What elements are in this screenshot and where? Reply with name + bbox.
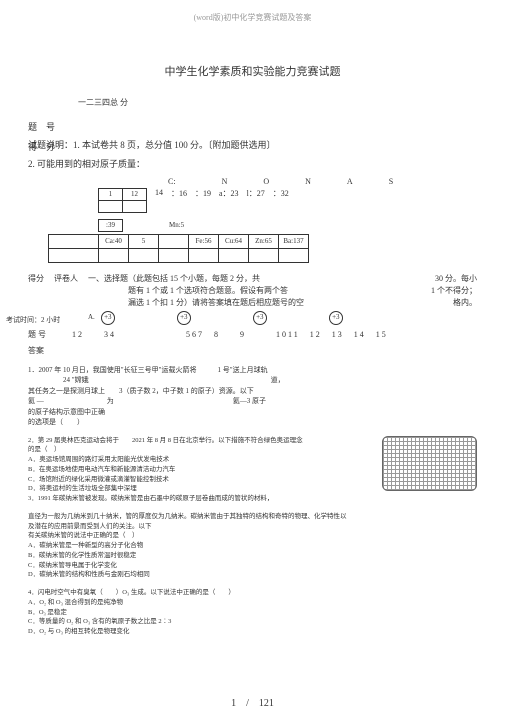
score-table: 一 二 三 四 总 分 bbox=[78, 97, 128, 108]
instruction-1: 试题说明：1. 本试卷共 8 页，总分值 100 分。〔附加题供选用〕 bbox=[28, 138, 477, 153]
q3-c: C．碳纳米管导电属于化学变化 bbox=[28, 561, 477, 571]
p1-side3: 格内。 bbox=[453, 297, 477, 309]
b0: 14 bbox=[155, 188, 163, 199]
q1-t1: 1．2007 年 10 月日，我国使用"长征三号甲"运载火箭将 1 号"送上月球… bbox=[28, 365, 477, 376]
a5: S bbox=[389, 177, 393, 186]
bubble-b: +3 bbox=[177, 311, 191, 325]
a2: O bbox=[263, 177, 269, 186]
small-table-1: 112 bbox=[98, 188, 147, 213]
small-table-2: :39 bbox=[98, 219, 123, 232]
q1-t4: 的原子结构示意图中正确 bbox=[28, 407, 477, 418]
section-1: 得分 评卷人 一、选择题（此题包括 15 个小题，每题 2 分，共 30 分。每… bbox=[28, 273, 477, 357]
l5: Ba:137 bbox=[279, 234, 309, 248]
page-number: 1 / 121 bbox=[0, 694, 505, 709]
a3: N bbox=[305, 177, 311, 186]
tihao2: 题号 bbox=[28, 330, 48, 339]
q2-b: B．在奥运场地使用电动汽车和新能源清洁动力汽车 bbox=[28, 465, 376, 475]
bubble-d: +3 bbox=[329, 311, 343, 325]
p1-side2: 1 个不得分； bbox=[431, 285, 477, 297]
l0: Ca:40 bbox=[99, 234, 129, 248]
q1-t3: 氦 — 为 氦—3 原子 bbox=[28, 396, 477, 407]
l3: Cu:64 bbox=[219, 234, 249, 248]
q1-t5: 的选项是（ ） bbox=[28, 417, 477, 428]
a4: A bbox=[347, 177, 353, 186]
s00: 1 bbox=[99, 188, 123, 200]
optA: A. bbox=[88, 312, 95, 323]
q3-l2: 直径为一般为几纳米到几十纳米，管的厚度仅为几纳米。碳纳米管由于其独特的结构和奇特… bbox=[28, 512, 477, 522]
b2: ：19 bbox=[195, 188, 211, 199]
q2-l0: 2．第 29 届奥林匹克运动会将于 2021 年 8 月 8 日在北京举行。以下… bbox=[28, 436, 376, 446]
q3-l3: 及潜在的应用前景而受到人们的关注。以下 bbox=[28, 522, 477, 532]
q3-d: D．碳纳米管的结构和性质与金刚石均相同 bbox=[28, 570, 477, 580]
p1-defen: 得分 bbox=[28, 273, 44, 285]
p1-side: 30 分。每小 bbox=[435, 273, 477, 285]
p1-sub1: 题有 1 个或 1 个选项符合题意。假设有两个答 bbox=[128, 286, 288, 295]
tihao-label: 题 号 bbox=[28, 122, 55, 132]
b1: ：16 bbox=[171, 188, 187, 199]
q4-b: B．O₃ 是稳定 bbox=[28, 608, 477, 618]
col-4: 四 bbox=[102, 97, 110, 108]
instruction-2: 2. 可能用到的相对原子质量： bbox=[28, 157, 477, 172]
p1-heading: 一、选择题（此题包括 15 个小题，每题 2 分，共 bbox=[88, 273, 425, 285]
col-2: 二 bbox=[86, 97, 94, 108]
qnums: 12 34 567 8 9 1011 12 13 14 15 bbox=[72, 330, 388, 339]
q4-c: C．等质量的 O₂ 和 O₃ 含有的氧原子数之比是 2∶3 bbox=[28, 617, 477, 627]
bubble-c: +3 bbox=[253, 311, 267, 325]
q3-a: A．碳纳米管是一种新型的高分子化合物 bbox=[28, 541, 477, 551]
b5: ：32 bbox=[273, 188, 289, 199]
p1-pj: 评卷人 bbox=[54, 273, 78, 285]
q1-t1b: 24 "嫦娥 道， bbox=[28, 375, 477, 386]
s20: :39 bbox=[99, 219, 123, 231]
q2-d: D．将奥运村的生活垃圾全部集中深埋 bbox=[28, 484, 376, 494]
l1: 5 bbox=[129, 234, 159, 248]
doc-title: 中学生化学素质和实验能力竞赛试题 bbox=[28, 63, 477, 79]
col-5: 总 分 bbox=[110, 97, 128, 108]
col-3: 三 bbox=[94, 97, 102, 108]
atomic-header: C: N O N A S bbox=[168, 177, 477, 186]
doc-watermark: (word版)初中化学竞赛试题及答案 bbox=[28, 12, 477, 23]
q4-l1: 4．闪电时空气中有臭氧（ ）O₃ 生成。以下说法中正确的是（ ） bbox=[28, 588, 477, 598]
defen-label: 得 分 bbox=[28, 142, 55, 152]
a0: C: bbox=[168, 177, 176, 186]
q4-a: A．O₂ 和 O₃ 混合得到的是纯净物 bbox=[28, 598, 477, 608]
q2-c: C．场馆附近的绿化采用微灌或滴灌智能控制技术 bbox=[28, 475, 376, 485]
bubble-a: +3 bbox=[101, 311, 115, 325]
q3-l1: 3．1991 年碳纳米管被发现。碳纳米管是由石墨中的碳原子层卷曲而成的管状的材料… bbox=[28, 494, 376, 504]
q3-b: B．碳纳米管的化学性质常温时很稳定 bbox=[28, 551, 477, 561]
q1-t2: 其任务之一是探测月球上 3（质子数 2，中子数 1 的原子）资源。以下 bbox=[28, 386, 477, 397]
b4: l：27 bbox=[247, 188, 265, 199]
col-1: 一 bbox=[78, 97, 86, 108]
q4-d: D．O₂ 与 O₃ 的相互转化是物理变化 bbox=[28, 627, 477, 637]
l4: Zn:65 bbox=[249, 234, 279, 248]
mn-text: Mn:5 bbox=[169, 221, 184, 229]
s01: 12 bbox=[123, 188, 147, 200]
q3-l4: 有关碳纳米管的说法中正确的是（ ） bbox=[28, 531, 477, 541]
ans-label: 答案 bbox=[28, 345, 477, 357]
question-3: 直径为一般为几纳米到几十纳米，管的厚度仅为几纳米。碳纳米管由于其独特的结构和奇特… bbox=[28, 512, 477, 580]
a1: N bbox=[222, 177, 228, 186]
p1-sub2: 漏选 1 个扣 1 分）请将答案填在题后相应题号的空 bbox=[128, 298, 304, 307]
q2-l0b: 的是（ ） bbox=[28, 445, 376, 455]
question-2: 2．第 29 届奥林匹克运动会将于 2021 年 8 月 8 日在北京举行。以下… bbox=[28, 436, 477, 504]
q2-a: A．奥运场馆周围的路灯采用太阳能光伏发电技术 bbox=[28, 455, 376, 465]
l2: Fe:56 bbox=[189, 234, 219, 248]
long-atomic-table: Ca:40 5 Fe:56 Cu:64 Zn:65 Ba:137 bbox=[48, 234, 309, 263]
question-4: 4．闪电时空气中有臭氧（ ）O₃ 生成。以下说法中正确的是（ ） A．O₂ 和 … bbox=[28, 588, 477, 637]
nanotube-image bbox=[382, 436, 477, 491]
question-1: 1．2007 年 10 月日，我国使用"长征三号甲"运载火箭将 1 号"送上月球… bbox=[28, 365, 477, 428]
b3: a：23 bbox=[219, 188, 239, 199]
